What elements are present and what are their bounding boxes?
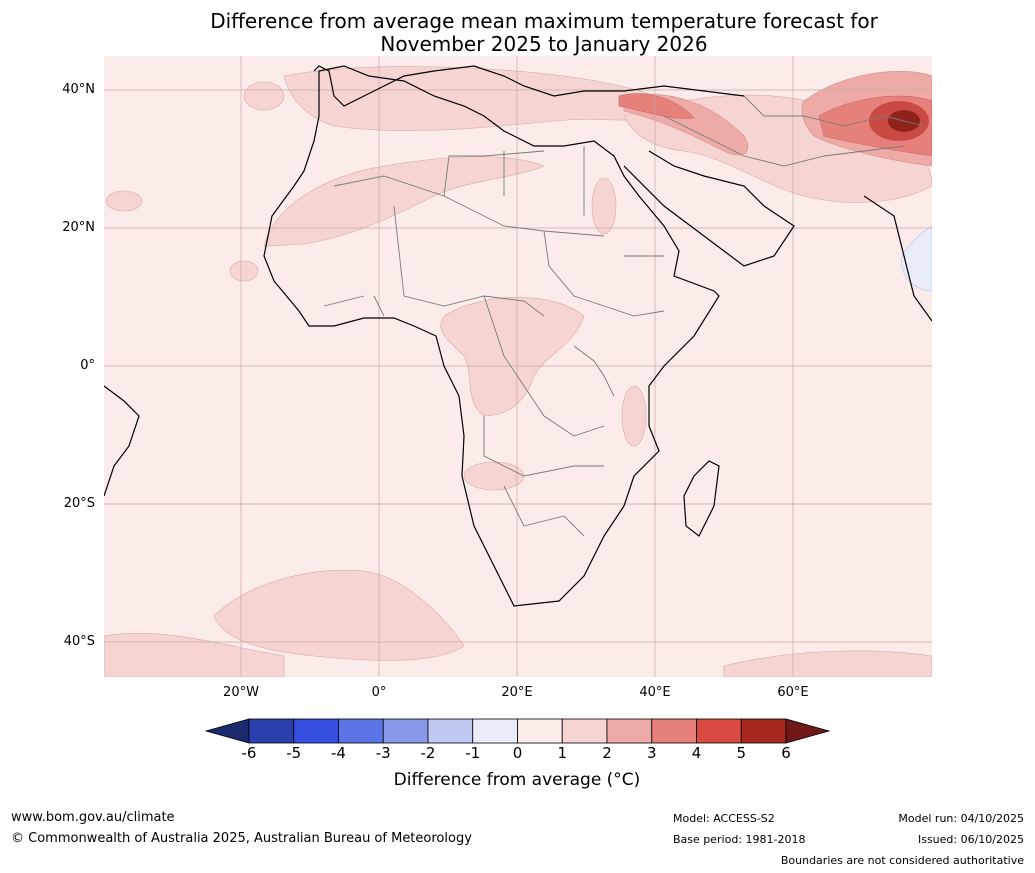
colorbar-tick-label: -6	[241, 744, 257, 762]
anomaly-1-2-contours	[104, 66, 932, 677]
colorbar-title: Difference from average (°C)	[393, 770, 641, 790]
colorbar-bin	[293, 718, 339, 744]
lon-label-0: 0°	[371, 685, 387, 700]
border-line-5	[543, 230, 665, 317]
border-line-4	[483, 295, 605, 437]
border-line-3	[443, 150, 545, 197]
arabia-coastline	[623, 150, 795, 267]
colorbar-bin	[606, 718, 653, 744]
title-line-2: November 2025 to January 2026	[380, 32, 708, 56]
colorbar-bin	[248, 718, 295, 744]
forecast-map	[104, 56, 932, 677]
colorbar-bin	[382, 718, 429, 744]
colorbar-extend-min	[205, 718, 250, 744]
anomaly-patch-indian-ocean	[723, 650, 932, 677]
footer-disclaimer: Boundaries are not considered authoritat…	[780, 854, 1024, 867]
footer-website: www.bom.gov.au/climate	[11, 810, 175, 825]
anomaly-patch-small-2	[105, 190, 143, 212]
colorbar-bin	[651, 718, 697, 744]
india-coastline	[863, 195, 932, 322]
anomaly-patch-small-4	[621, 385, 647, 447]
africa-coastline	[263, 65, 720, 607]
colorbar-tick-label: -3	[375, 744, 391, 762]
europe-coastline	[313, 65, 745, 107]
border-line-6	[483, 416, 604, 477]
border-line-11	[323, 295, 385, 317]
colorbar-bin	[561, 718, 608, 744]
colorbar-tick-label: -5	[286, 744, 302, 762]
border-line-12	[573, 345, 615, 397]
lat-label-20s: 20°S	[63, 496, 95, 511]
map-svg	[104, 56, 932, 677]
colorbar-bin	[338, 718, 384, 744]
colorbar-tick-label: 3	[646, 744, 657, 762]
anomaly-patch-caspian	[618, 93, 695, 119]
anomaly-patch-central-africa	[440, 297, 585, 417]
lon-label-40e: 40°E	[639, 685, 671, 700]
border-line-10	[743, 95, 925, 127]
colorbar-bin	[472, 718, 518, 744]
footer-model-run: Model run: 04/10/2025	[898, 812, 1024, 825]
south-america-coastline	[104, 385, 140, 497]
lon-label-20w: 20°W	[223, 685, 259, 700]
border-line-7	[503, 485, 585, 537]
colorbar-tick-label: 1	[557, 744, 568, 762]
footer-issued: Issued: 06/10/2025	[917, 833, 1024, 846]
colorbar-tick-label: 5	[736, 744, 747, 762]
footer-model: Model: ACCESS-S2	[673, 812, 775, 825]
anomaly-patch-small-6	[243, 81, 285, 111]
title-line-1: Difference from average mean maximum tem…	[210, 9, 878, 33]
lat-label-40s: 40°S	[63, 634, 95, 649]
colorbar-tick-label: 4	[691, 744, 702, 762]
lat-label-20n: 20°N	[62, 220, 95, 235]
country-borders	[323, 95, 925, 537]
colorbar-tick-label: -2	[420, 744, 436, 762]
cool-anomaly-bay-of-bengal	[901, 225, 932, 292]
colorbar-bin	[740, 718, 787, 744]
anomaly-patch-sahara	[263, 156, 545, 247]
colorbar-tick-label: -1	[465, 744, 481, 762]
lat-label-0: 0°	[80, 358, 95, 373]
anomaly-patch-south-atlantic	[213, 569, 465, 661]
colorbar-tick-label: 6	[781, 744, 791, 762]
colorbar-extend-max	[785, 718, 830, 744]
madagascar-coastline	[683, 460, 720, 537]
lon-label-20e: 20°E	[501, 685, 533, 700]
colorbar-bin	[517, 718, 563, 744]
lat-label-40n: 40°N	[62, 82, 95, 97]
colorbar-tick-label: 0	[512, 744, 523, 762]
lon-label-60e: 60°E	[777, 685, 809, 700]
chart-title: Difference from average mean maximum tem…	[104, 10, 984, 56]
anomaly-patch-small-1	[229, 260, 259, 282]
border-line-8	[503, 146, 664, 257]
colorbar	[205, 718, 830, 744]
footer-base-period: Base period: 1981-2018	[673, 833, 806, 846]
border-line-1	[333, 175, 605, 237]
colorbar-bin	[696, 718, 742, 744]
border-line-9	[663, 115, 905, 167]
anomaly-patch-small-3	[591, 177, 617, 235]
anomaly-patch-small-5	[463, 461, 525, 491]
colorbar-tick-label: 2	[602, 744, 612, 762]
coastlines	[104, 65, 932, 607]
footer-copyright: © Commonwealth of Australia 2025, Austra…	[11, 831, 472, 846]
colorbar-tick-label: -4	[331, 744, 346, 762]
colorbar-bin	[427, 718, 474, 744]
border-line-2	[393, 205, 545, 317]
